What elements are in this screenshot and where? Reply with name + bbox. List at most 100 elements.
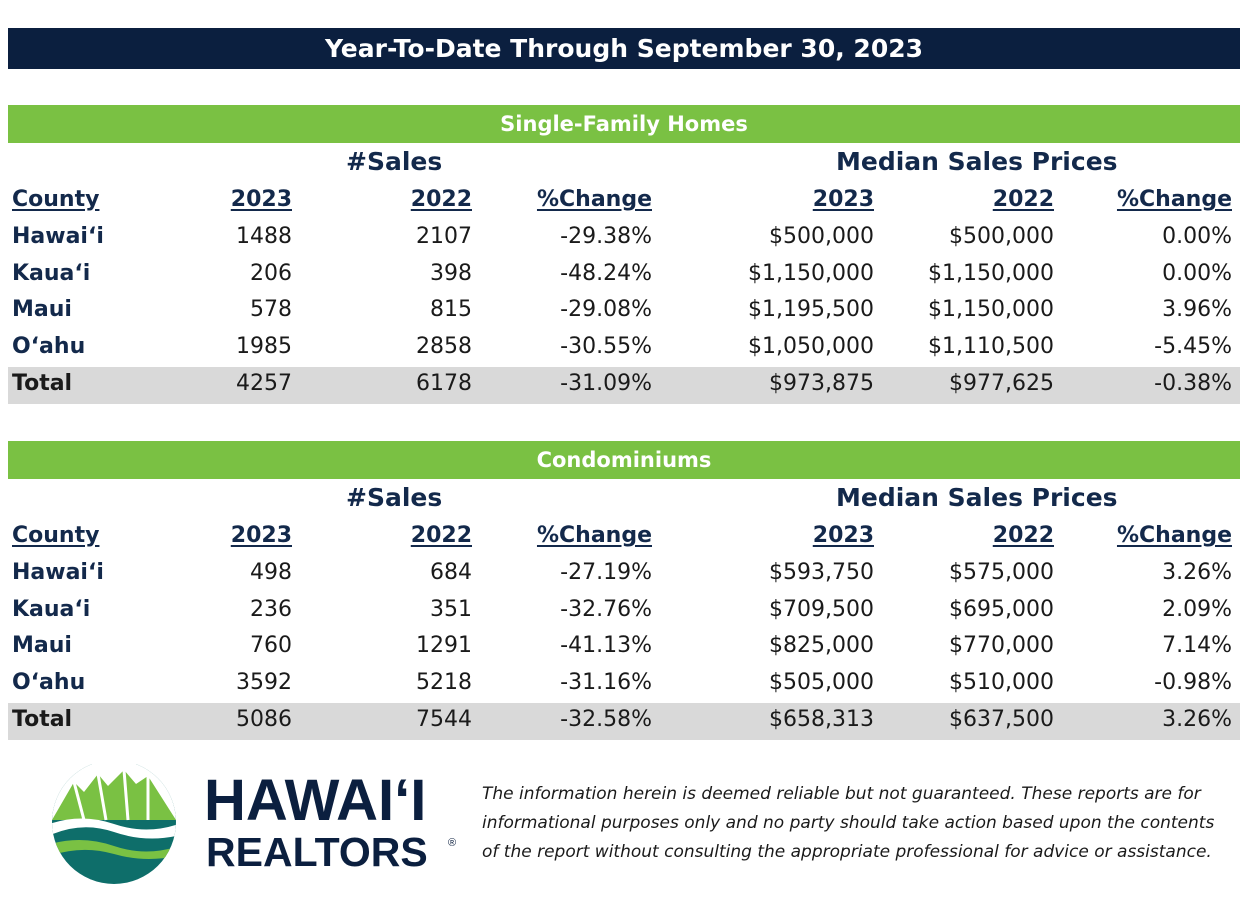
table-row: Hawai‘i 1488 2107 -29.38% $500,000 $500,000 0.… xyxy=(8,220,1240,257)
cell-price-change: 7.14% xyxy=(1162,633,1232,659)
cell-price-2023: $825,000 xyxy=(769,633,874,659)
table-row: O‘ahu 3592 5218 -31.16% $505,000 $510,000 -0.9… xyxy=(8,666,1240,703)
cell-price-2023: $593,750 xyxy=(769,559,874,585)
column-header-row: County 2023 2022 %Change 2023 2022 %Chan… xyxy=(8,183,1240,220)
section-heading: Single-Family Homes xyxy=(8,105,1240,143)
cell-price-change: 0.00% xyxy=(1162,260,1232,286)
cell-county: Kaua‘i xyxy=(12,596,91,622)
section-heading: Condominiums xyxy=(8,441,1240,479)
cell-price-2022: $1,110,500 xyxy=(928,334,1054,360)
table-row: Kaua‘i 206 398 -48.24% $1,150,000 $1,150,000 0… xyxy=(8,257,1240,294)
column-header-row: County 2023 2022 %Change 2023 2022 %Chan… xyxy=(8,519,1240,556)
col-price-2023: 2023 xyxy=(812,187,874,212)
cell-sales-2023: 236 xyxy=(250,596,292,622)
cell-price-2023: $1,050,000 xyxy=(748,334,874,360)
group-sales-label: #Sales xyxy=(346,483,443,512)
table-row: Maui 578 815 -29.08% $1,195,500 $1,150,000 3.9… xyxy=(8,293,1240,330)
group-prices-label: Median Sales Prices xyxy=(836,147,1118,176)
cell-sales-2022: 6178 xyxy=(416,370,472,396)
col-sales-2023: 2023 xyxy=(230,187,292,212)
cell-price-change: -0.38% xyxy=(1154,370,1232,396)
col-sales-2022: 2022 xyxy=(410,523,472,548)
cell-sales-2023: 4257 xyxy=(236,370,292,396)
cell-price-2022: $977,625 xyxy=(949,370,1054,396)
cell-price-2023: $709,500 xyxy=(769,596,874,622)
group-header-row: #Sales Median Sales Prices xyxy=(8,143,1240,183)
cell-sales-change: -27.19% xyxy=(560,559,652,585)
col-price-2022: 2022 xyxy=(992,187,1054,212)
cell-price-2022: $510,000 xyxy=(949,670,1054,696)
cell-sales-2022: 2107 xyxy=(416,223,472,249)
cell-sales-change: -31.16% xyxy=(560,670,652,696)
cell-sales-2023: 5086 xyxy=(236,706,292,732)
cell-county: O‘ahu xyxy=(12,670,86,696)
cell-county: Kaua‘i xyxy=(12,260,91,286)
table-row: O‘ahu 1985 2858 -30.55% $1,050,000 $1,110,500… xyxy=(8,330,1240,367)
cell-county: Maui xyxy=(12,633,72,659)
cell-price-2023: $505,000 xyxy=(769,670,874,696)
cell-sales-2022: 815 xyxy=(430,297,472,323)
cell-sales-2022: 351 xyxy=(430,596,472,622)
cell-price-change: 3.96% xyxy=(1162,297,1232,323)
col-sales-2022: 2022 xyxy=(410,187,472,212)
cell-sales-2023: 3592 xyxy=(236,670,292,696)
cell-price-change: 2.09% xyxy=(1162,596,1232,622)
disclaimer-text: The information herein is deemed reliabl… xyxy=(482,784,1215,862)
table-row: Hawai‘i 498 684 -27.19% $593,750 $575,000 3.26… xyxy=(8,556,1240,593)
cell-sales-2023: 578 xyxy=(250,297,292,323)
cell-price-change: 3.26% xyxy=(1162,706,1232,732)
cell-sales-2022: 1291 xyxy=(416,633,472,659)
cell-sales-change: -29.08% xyxy=(560,297,652,323)
col-sales-change: %Change xyxy=(536,523,652,548)
cell-price-2022: $500,000 xyxy=(949,223,1054,249)
cell-price-change: 3.26% xyxy=(1162,559,1232,585)
cell-price-2023: $500,000 xyxy=(769,223,874,249)
cell-price-2022: $1,150,000 xyxy=(928,297,1054,323)
cell-price-2023: $1,195,500 xyxy=(748,297,874,323)
cell-price-2022: $695,000 xyxy=(949,596,1054,622)
single-family-section: Single-Family Homes #Sales Median Sales … xyxy=(8,105,1240,404)
col-price-2023: 2023 xyxy=(812,523,874,548)
cell-sales-change: -48.24% xyxy=(560,260,652,286)
condominiums-section: Condominiums #Sales Median Sales Prices … xyxy=(8,441,1240,740)
logo-text-realtors: REALTORS xyxy=(206,829,428,875)
cell-county: O‘ahu xyxy=(12,334,86,360)
cell-county: Total xyxy=(12,706,73,732)
col-price-change: %Change xyxy=(1116,187,1232,212)
cell-sales-2022: 7544 xyxy=(416,706,472,732)
cell-county: Hawai‘i xyxy=(12,559,104,585)
col-county: County xyxy=(12,523,100,548)
cell-sales-change: -30.55% xyxy=(560,334,652,360)
cell-sales-2023: 1488 xyxy=(236,223,292,249)
cell-sales-2023: 206 xyxy=(250,260,292,286)
cell-price-2022: $1,150,000 xyxy=(928,260,1054,286)
cell-price-2022: $575,000 xyxy=(949,559,1054,585)
cell-sales-change: -31.09% xyxy=(560,370,652,396)
cell-sales-2022: 5218 xyxy=(416,670,472,696)
table-row: Kaua‘i 236 351 -32.76% $709,500 $695,000 2.09% xyxy=(8,593,1240,630)
mountain-wave-logo-icon: HAWAI‘I REALTORS ® xyxy=(52,760,456,884)
col-price-2022: 2022 xyxy=(992,523,1054,548)
cell-price-2023: $1,150,000 xyxy=(748,260,874,286)
cell-price-2023: $658,313 xyxy=(769,706,874,732)
group-prices-label: Median Sales Prices xyxy=(836,483,1118,512)
total-row: Total 4257 6178 -31.09% $973,875 $977,625 -0.3… xyxy=(8,366,1240,404)
col-sales-change: %Change xyxy=(536,187,652,212)
table-row: Maui 760 1291 -41.13% $825,000 $770,000 7.14% xyxy=(8,629,1240,666)
cell-sales-change: -32.76% xyxy=(560,596,652,622)
cell-price-change: -5.45% xyxy=(1154,334,1232,360)
cell-sales-2023: 760 xyxy=(250,633,292,659)
cell-sales-2023: 498 xyxy=(250,559,292,585)
logo-text-hawaii: HAWAI‘I xyxy=(204,768,426,833)
cell-price-change: -0.98% xyxy=(1154,670,1232,696)
report-title: Year-To-Date Through September 30, 2023 xyxy=(8,28,1240,69)
total-row: Total 5086 7544 -32.58% $658,313 $637,500 3.26… xyxy=(8,702,1240,740)
cell-sales-2022: 398 xyxy=(430,260,472,286)
cell-sales-2022: 2858 xyxy=(416,334,472,360)
cell-sales-change: -32.58% xyxy=(560,706,652,732)
cell-county: Total xyxy=(12,370,73,396)
cell-county: Hawai‘i xyxy=(12,223,104,249)
col-sales-2023: 2023 xyxy=(230,523,292,548)
hawaii-realtors-logo: HAWAI‘I REALTORS ® xyxy=(44,760,464,884)
col-price-change: %Change xyxy=(1116,523,1232,548)
